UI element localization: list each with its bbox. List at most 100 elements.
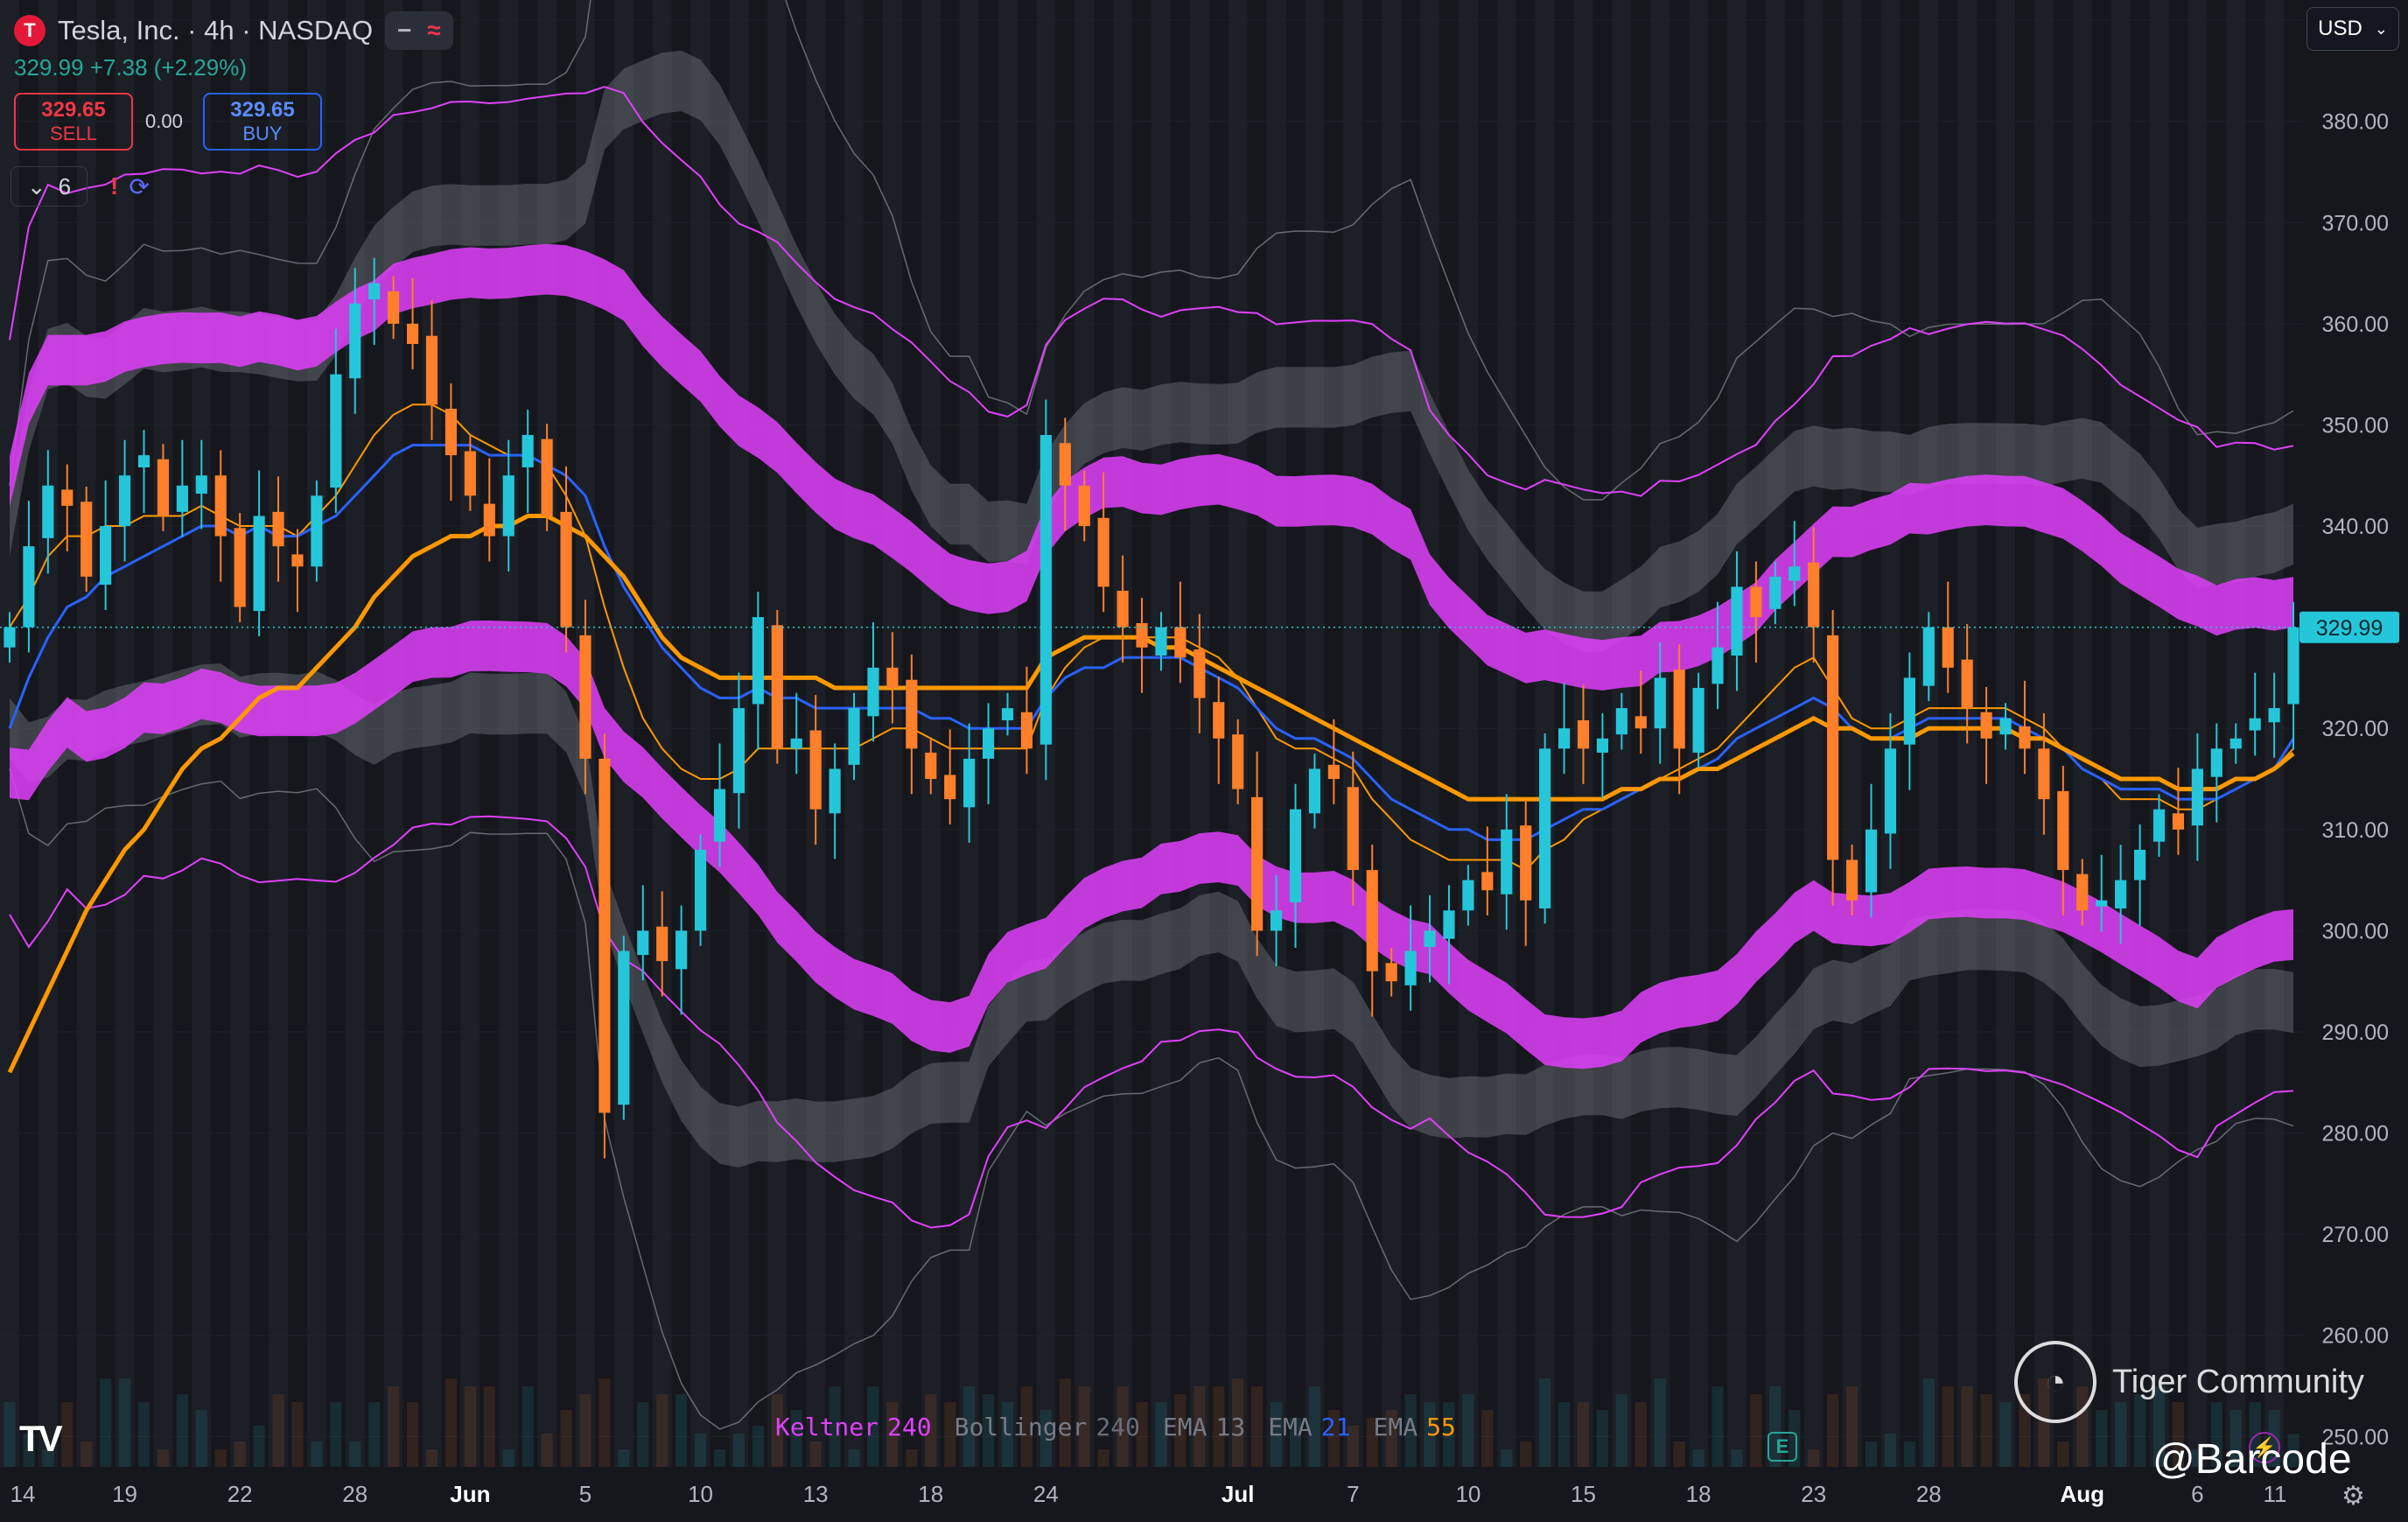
volume-bar <box>1961 1386 1973 1467</box>
time-tick-label: 28 <box>342 1481 368 1507</box>
candle-body <box>330 374 342 488</box>
session-stripe <box>230 0 250 1467</box>
candle-body <box>176 485 188 512</box>
candle-body <box>2019 726 2031 749</box>
time-tick-label: 28 <box>1916 1481 1942 1507</box>
price-tick-label: 290.00 <box>2322 1021 2389 1045</box>
volume-bar <box>867 1386 879 1467</box>
indicator-item[interactable]: EMA 13 <box>1163 1413 1245 1441</box>
candles <box>4 257 2300 1159</box>
candle-body <box>483 503 495 537</box>
session-stripe <box>1727 0 1746 1467</box>
candle-body <box>253 516 265 612</box>
volume-bar <box>406 1402 419 1467</box>
session-stripe <box>1074 0 1095 1467</box>
candle-body <box>1577 719 1590 749</box>
volume-bar <box>1155 1402 1167 1467</box>
candle-body <box>1327 764 1340 780</box>
volume-bar <box>1980 1394 1992 1467</box>
minus-icon[interactable]: − <box>397 17 412 44</box>
time-tick-label: Aug <box>2060 1481 2104 1507</box>
spread-value: 0.00 <box>145 110 183 132</box>
volume-bar <box>80 1441 93 1467</box>
indicator-legend[interactable]: Keltner 240 Bollinger 240 EMA 13 EMA 21 EMA 55 <box>775 1413 1456 1441</box>
candle-body <box>2172 813 2185 830</box>
candle-body <box>1116 591 1129 628</box>
indicator-item[interactable]: EMA 55 <box>1373 1413 1455 1441</box>
candle-body <box>2287 627 2300 705</box>
bollinger-upper-band <box>10 50 2293 653</box>
session-stripe <box>192 0 212 1467</box>
price-axis-bg <box>2303 0 2408 1522</box>
candle-body <box>790 738 802 749</box>
volume-bar <box>752 1426 764 1467</box>
earnings-icon[interactable]: E <box>1768 1432 1797 1462</box>
candle-body <box>1731 586 1743 656</box>
wave-icon[interactable]: ≈ <box>427 17 441 44</box>
candle-body <box>80 501 93 577</box>
tradingview-logo-icon[interactable]: TV <box>19 1418 63 1459</box>
volume-bar <box>2230 1410 2242 1467</box>
session-stripe <box>1343 0 1363 1467</box>
legend-controls[interactable]: − ≈ <box>385 11 453 50</box>
volume-bar <box>790 1410 802 1467</box>
candle-body <box>522 435 534 468</box>
candle-body <box>502 475 514 537</box>
candle-body <box>1501 829 1513 894</box>
symbol-legend[interactable]: T Tesla, Inc. · 4h · NASDAQ − ≈ <box>14 9 453 53</box>
candle-body <box>272 511 284 547</box>
candle-body <box>1251 796 1264 931</box>
buy-button[interactable]: 329.65 BUY <box>203 93 322 151</box>
volume-bar <box>522 1386 534 1467</box>
currency-select[interactable]: USD ⌄ <box>2306 7 2399 51</box>
volume-bar <box>330 1402 342 1467</box>
candle-body <box>195 475 207 494</box>
indicator-length: 240 <box>1096 1413 1140 1441</box>
session-stripe <box>882 0 902 1467</box>
bollinger-outer-upper <box>9 0 2294 501</box>
candle-body <box>867 667 879 717</box>
time-tick-label: Jun <box>450 1481 490 1507</box>
indicator-item[interactable]: EMA 21 <box>1268 1413 1350 1441</box>
alert-icon[interactable]: ! <box>110 172 119 200</box>
keltner-outer-upper <box>9 86 2294 497</box>
volume-bar <box>2133 1394 2146 1467</box>
candle-body <box>1980 712 1992 739</box>
volume-bar <box>1116 1386 1129 1467</box>
volume-bar <box>732 1434 746 1467</box>
bolt-icon[interactable]: ⚡ <box>2249 1432 2280 1463</box>
candle-body <box>1213 702 1225 739</box>
volume-bar <box>1692 1449 1704 1467</box>
time-tick-label: 24 <box>1033 1481 1059 1507</box>
refresh-icon[interactable]: ⟳ <box>129 172 150 200</box>
candle-body <box>1194 649 1206 698</box>
status-icons[interactable]: ! ⟳ <box>110 166 150 207</box>
session-stripe <box>652 0 672 1467</box>
sell-button[interactable]: 329.65 SELL <box>14 93 133 151</box>
indicator-item[interactable]: Bollinger 240 <box>955 1413 1140 1441</box>
buy-label: BUY <box>242 123 283 144</box>
settings-icon[interactable]: ⚙ <box>2342 1482 2365 1511</box>
volume-bar <box>195 1410 207 1467</box>
indicator-item[interactable]: Keltner 240 <box>775 1413 932 1441</box>
volume-bar <box>502 1449 514 1467</box>
candle-body <box>1270 910 1283 931</box>
indicators-toggle[interactable]: ⌄ 6 <box>10 166 88 207</box>
session-stripe <box>1765 0 1785 1467</box>
volume-bar <box>1443 1402 1455 1467</box>
volume-bar <box>1884 1434 1897 1467</box>
volume-bar <box>848 1449 860 1467</box>
session-stripe <box>1496 0 1516 1467</box>
volume-bar <box>291 1402 304 1467</box>
volume-bar <box>1327 1410 1340 1467</box>
sell-price: 329.65 <box>41 98 106 122</box>
session-stripe <box>383 0 403 1467</box>
candle-body <box>1001 708 1014 720</box>
candle-body <box>1827 635 1839 860</box>
volume-bar <box>214 1449 227 1467</box>
candle-body <box>1424 930 1436 947</box>
candle-body <box>1769 576 1782 609</box>
volume-bar <box>1845 1386 1858 1467</box>
session-stripe <box>1382 0 1402 1467</box>
